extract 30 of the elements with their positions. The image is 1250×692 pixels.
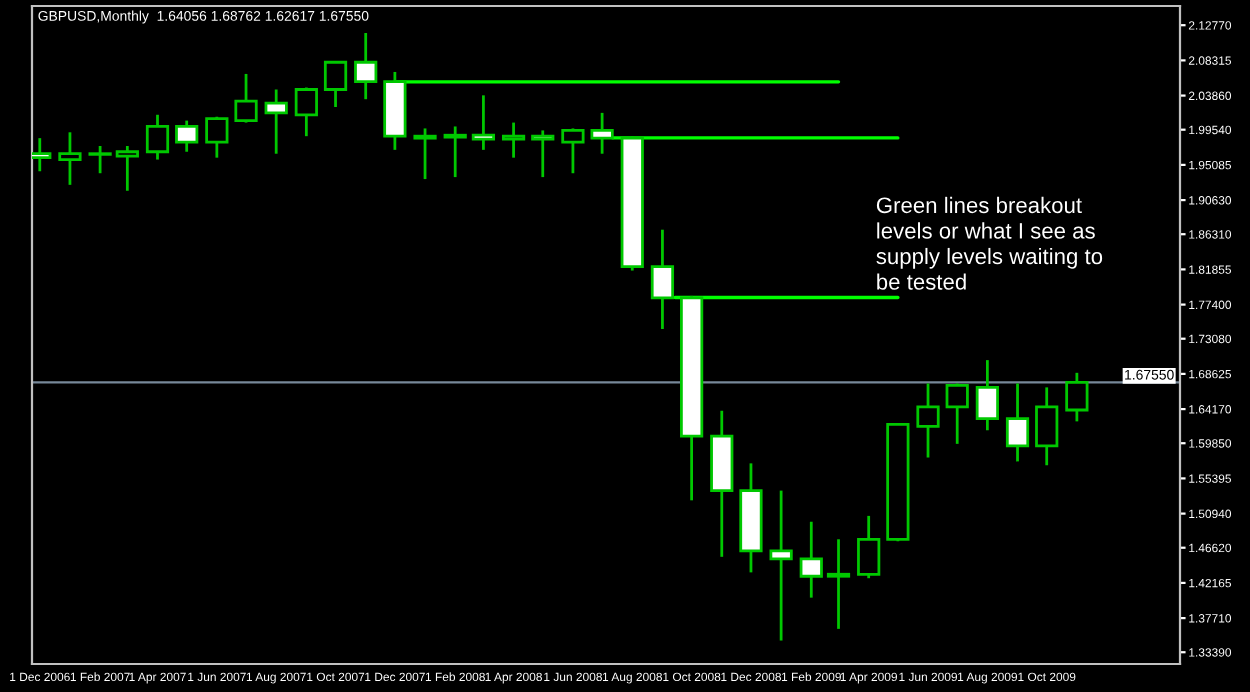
candlestick (945, 382, 969, 446)
candlestick (471, 93, 496, 152)
candlestick (531, 129, 555, 179)
candlestick (975, 358, 999, 432)
candlestick (1065, 371, 1089, 423)
candlestick (857, 514, 881, 580)
candlestick (234, 72, 258, 124)
candlestick (205, 115, 229, 160)
candlestick (826, 537, 851, 631)
annotation: Green lines breakout levels or what I see as supply levels waiting to be tested (876, 196, 1103, 290)
candlestick (769, 489, 793, 642)
candlestick (88, 144, 112, 175)
candlestick (916, 382, 940, 459)
candlestick (58, 130, 82, 187)
candlestick (413, 127, 437, 181)
candlestick (501, 121, 526, 160)
candlestick (443, 125, 467, 179)
candlestick (561, 127, 585, 175)
candlestick (590, 111, 614, 156)
candlestick (294, 86, 318, 138)
candlestick (145, 113, 170, 161)
candlestick (354, 31, 378, 101)
candlestick (799, 520, 823, 600)
candlestick (175, 119, 199, 154)
candlestick (1035, 385, 1059, 467)
candlestick (264, 88, 288, 156)
candlestick (323, 59, 348, 109)
candlestick (115, 144, 139, 193)
candlestick (1005, 382, 1030, 463)
candlestick (650, 228, 675, 331)
